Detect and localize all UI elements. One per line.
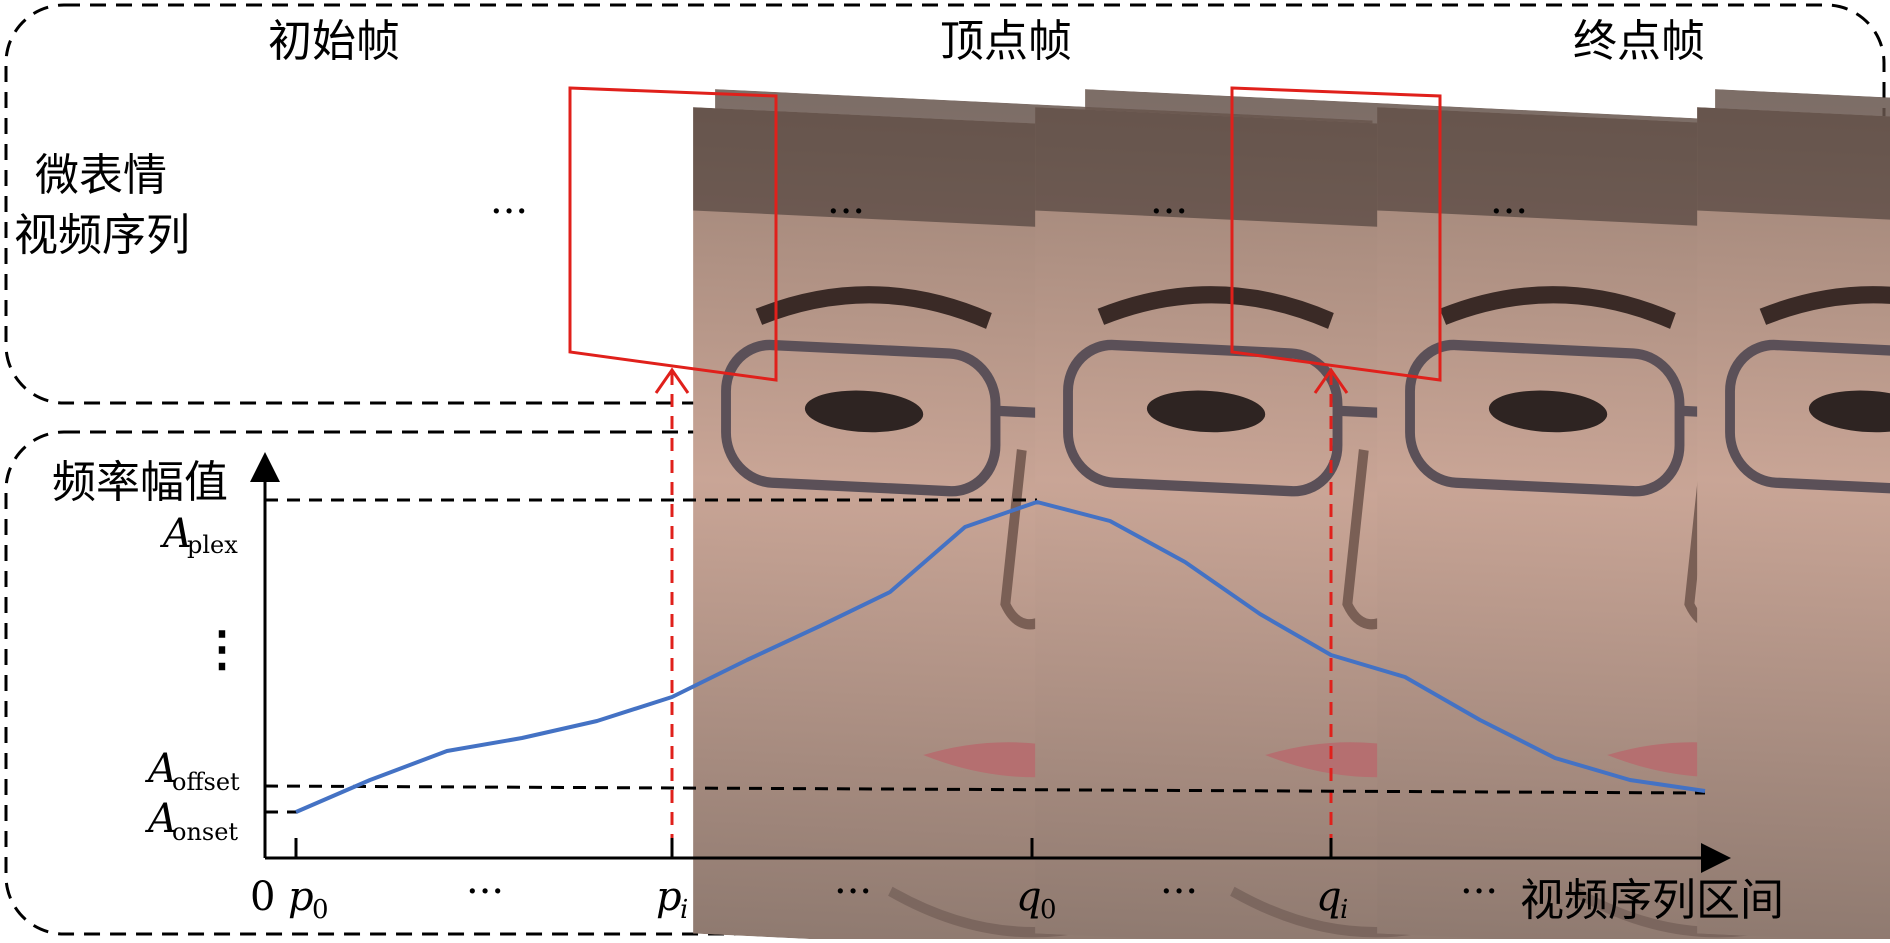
row-label-line2: 视频序列 — [14, 210, 190, 261]
svg-text:0: 0 — [312, 895, 329, 925]
x-axis-title: 视频序列区间 — [1520, 875, 1784, 926]
frame-qi-highlight — [1230, 86, 1442, 382]
svg-text:p: p — [288, 874, 314, 920]
x-label-pi: p i — [656, 874, 688, 925]
frame-stack-pi — [568, 86, 1742, 939]
svg-text:q: q — [1016, 874, 1042, 920]
x-ellipsis-3: ··· — [1160, 869, 1198, 915]
offset-reference-line — [264, 784, 1706, 795]
x-label-p0: p 0 — [288, 874, 329, 925]
apex-frame-title: 顶点帧 — [940, 16, 1072, 67]
y-label-offset: A offset — [144, 746, 240, 796]
x-ellipsis-4: ··· — [1460, 869, 1498, 915]
sequence-ellipsis-1: ··· — [490, 189, 528, 235]
frame-pi-highlight — [568, 86, 778, 382]
svg-text:A: A — [144, 796, 177, 842]
svg-text:A: A — [144, 746, 177, 792]
y-label-plex: A plex — [159, 511, 238, 559]
x-ellipsis-1: ··· — [466, 869, 504, 915]
origin-label: 0 — [250, 874, 275, 920]
svg-text:i: i — [1340, 895, 1348, 925]
x-label-qi: q i — [1316, 874, 1348, 925]
x-ellipsis-2: ··· — [834, 869, 872, 915]
onset-frame-title: 初始帧 — [268, 16, 400, 67]
y-label-onset: A onset — [144, 796, 238, 846]
offset-frame-title: 终点帧 — [1573, 16, 1705, 67]
frame-stack-qi — [1230, 86, 1890, 939]
y-vertical-ellipsis: ⋮ — [198, 621, 246, 677]
svg-text:offset: offset — [172, 768, 240, 796]
sequence-ellipsis-2: ··· — [827, 189, 865, 235]
qi-connector-arrowhead — [1313, 367, 1349, 394]
svg-text:p: p — [656, 874, 682, 920]
svg-text:i: i — [680, 895, 688, 925]
amplitude-curve — [295, 500, 1706, 814]
pi-connector-arrowhead — [654, 367, 690, 394]
svg-text:A: A — [159, 511, 192, 557]
svg-text:plex: plex — [187, 531, 238, 559]
svg-text:onset: onset — [172, 818, 238, 846]
row-label-line1: 微表情 — [35, 150, 167, 201]
x-label-q0: q 0 — [1016, 874, 1057, 925]
sequence-ellipsis-3: ··· — [1150, 189, 1188, 235]
y-axis-title: 频率幅值 — [52, 457, 228, 508]
svg-text:0: 0 — [1040, 895, 1057, 925]
svg-text:q: q — [1316, 874, 1342, 920]
sequence-ellipsis-4: ··· — [1490, 189, 1528, 235]
